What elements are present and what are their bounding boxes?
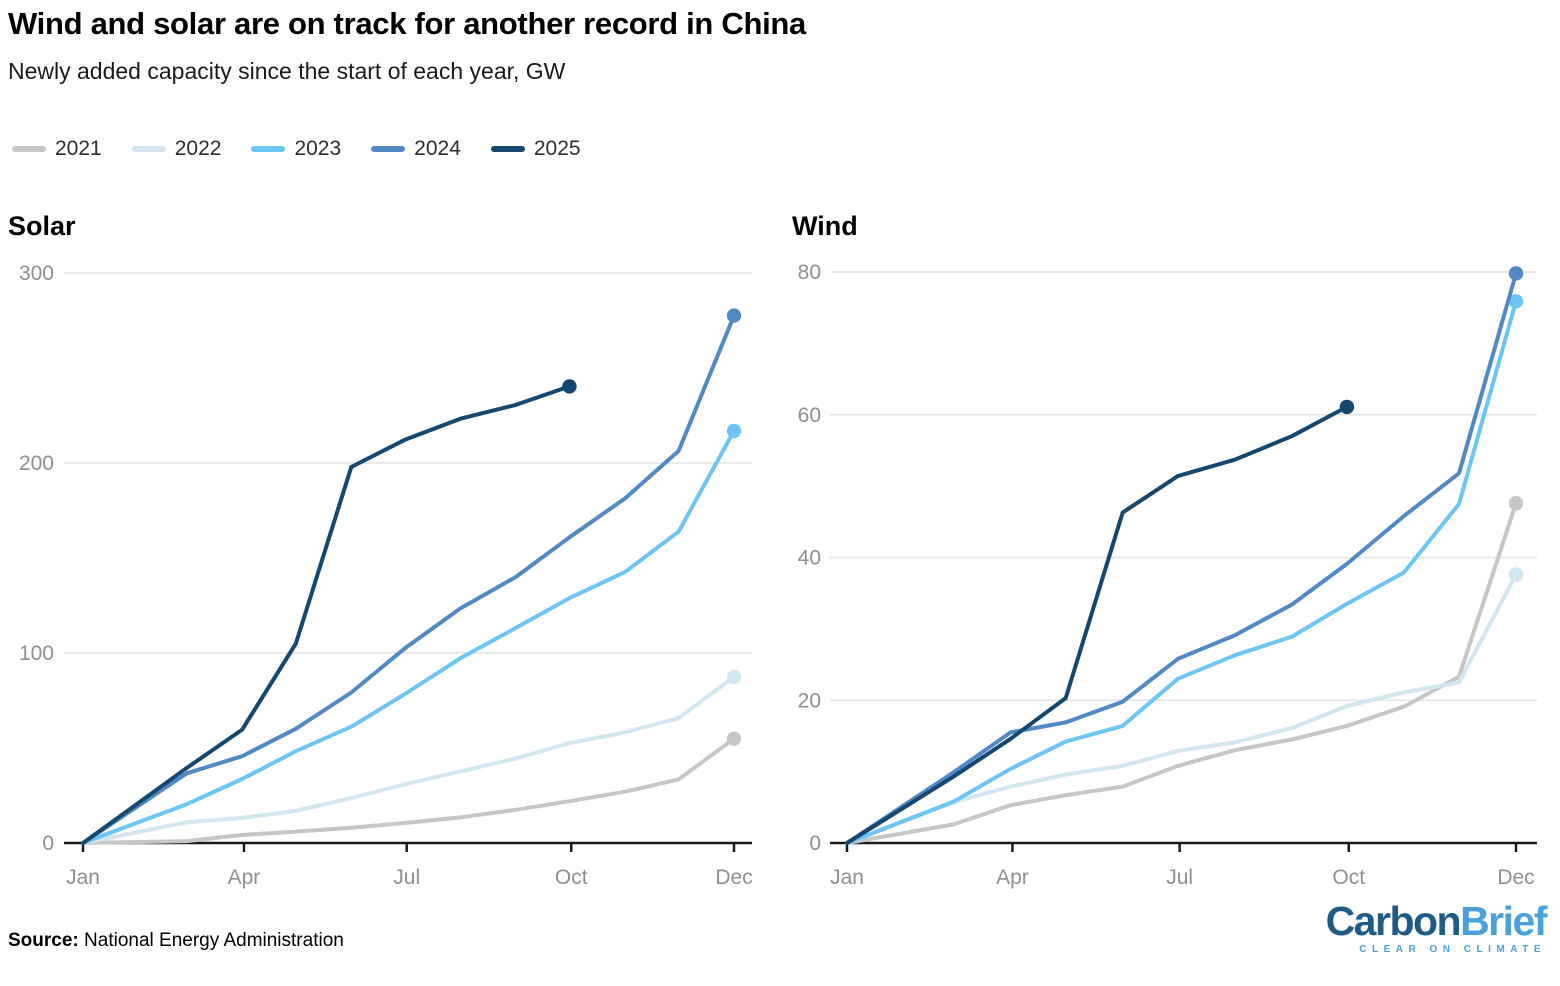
- page-title: Wind and solar are on track for another …: [8, 6, 806, 41]
- logo-carbon: Carbon: [1325, 898, 1462, 944]
- series-line-2025: [81, 384, 572, 845]
- series-line-2024: [845, 271, 1518, 845]
- series-end-dot-2022: [1508, 567, 1524, 582]
- x-axis-label: Apr: [996, 866, 1029, 889]
- series-end-dot-2024: [1508, 266, 1524, 281]
- wind-chart-title: Wind: [792, 211, 858, 241]
- series-line-2023: [845, 299, 1518, 845]
- source-text: National Energy Administration: [78, 930, 344, 951]
- series-line-2022: [845, 572, 1518, 845]
- legend-label: 2021: [55, 137, 102, 160]
- solar-chart-title: Solar: [8, 211, 76, 241]
- source-label: Source:: [8, 930, 79, 951]
- series-end-dot-2022: [726, 669, 742, 685]
- x-axis-label: Oct: [555, 866, 588, 889]
- logo-tagline: CLEAR ON CLIMATE: [1359, 944, 1546, 955]
- series-line-2021: [81, 736, 736, 845]
- series-line-2025: [845, 404, 1349, 845]
- series-end-dot-2025: [562, 379, 577, 394]
- series-end-dot-2021: [1508, 496, 1524, 511]
- legend-label: 2024: [414, 137, 461, 160]
- y-axis-label: 300: [19, 262, 54, 285]
- legend-swatch-2022: [131, 146, 166, 152]
- series-end-dot-2024: [726, 308, 742, 323]
- legend-swatch-2021: [12, 146, 46, 152]
- legend-label: 2023: [294, 137, 342, 160]
- y-axis-label: 0: [809, 832, 821, 855]
- solar-chart: 0 100 200 300 Jan Apr Jul Oct Dec: [19, 262, 753, 889]
- y-axis-label: 100: [19, 642, 54, 665]
- legend-item-2021: 2021: [12, 137, 102, 161]
- page-subtitle: Newly added capacity since the start of …: [8, 58, 566, 84]
- legend-item-2025: 2025: [490, 137, 581, 161]
- logo-brief: Brief: [1460, 898, 1547, 944]
- y-axis-label: 20: [798, 689, 821, 712]
- y-axis-label: 40: [798, 547, 821, 570]
- series-end-dot-2023: [726, 423, 742, 439]
- series-end-dot-2025: [1339, 399, 1355, 415]
- y-axis-label: 200: [19, 452, 54, 475]
- carbonbrief-wordmark: CarbonBrief: [1325, 898, 1548, 944]
- wind-chart: 0 20 40 60 80 Jan Apr Jul Oct Dec: [798, 261, 1537, 889]
- series-end-dot-2023: [1508, 294, 1524, 309]
- series-line-2021: [845, 501, 1518, 845]
- x-axis-label: Apr: [228, 866, 261, 889]
- legend-item-2024: 2024: [371, 137, 461, 161]
- series-end-dot-2021: [726, 731, 742, 746]
- x-axis-label: Oct: [1332, 866, 1365, 889]
- legend-item-2022: 2022: [131, 137, 222, 161]
- series-line-2022: [81, 674, 736, 845]
- legend-label: 2022: [174, 137, 222, 160]
- x-axis-label: Jul: [1166, 866, 1193, 889]
- carbonbrief-logo: CarbonBrief CLEAR ON CLIMATE: [1325, 898, 1548, 955]
- y-axis-label: 0: [42, 832, 54, 855]
- series-line-2023: [81, 428, 736, 845]
- series-line-2024: [81, 313, 736, 845]
- legend-swatch-2024: [371, 146, 406, 152]
- x-axis-label: Jul: [393, 866, 420, 889]
- legend-item-2023: 2023: [251, 137, 341, 161]
- legend: 2021 2022 2023 2024 2025: [12, 137, 581, 161]
- legend-swatch-2025: [490, 146, 525, 152]
- x-axis-label: Dec: [715, 866, 752, 889]
- source-note: Source: National Energy Administration: [8, 930, 344, 952]
- y-axis-label: 80: [798, 261, 821, 284]
- x-axis-label: Jan: [66, 866, 100, 889]
- x-axis-label: Dec: [1497, 866, 1534, 889]
- legend-label: 2025: [533, 137, 581, 160]
- legend-swatch-2023: [251, 146, 286, 152]
- y-axis-label: 60: [798, 404, 821, 427]
- x-axis-label: Jan: [830, 866, 864, 889]
